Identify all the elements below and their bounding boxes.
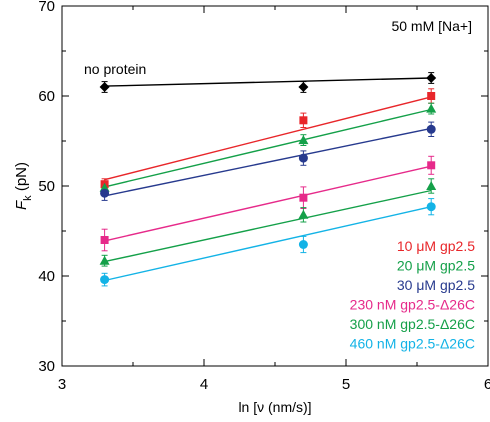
annotation-label: 50 mM [Na+] — [391, 18, 472, 34]
data-point-6 — [298, 240, 308, 249]
data-point-6 — [426, 202, 436, 212]
x-tick-label: 3 — [58, 376, 66, 393]
fit-line-3 — [104, 127, 432, 197]
data-point-0 — [298, 82, 309, 92]
data-point-2 — [298, 135, 309, 145]
x-tick-label: 6 — [484, 376, 490, 393]
x-tick-label: 4 — [200, 376, 208, 393]
legend-entry: 230 nM gp2.5-Δ26C — [350, 297, 475, 313]
axes — [61, 5, 489, 367]
text-labels: 3 4 5 6 30 40 50 60 70 ln [ν (nm/s)] Fk (pN) 50 mM … — [13, 0, 490, 415]
data-point-6 — [100, 275, 110, 285]
error-bars — [101, 72, 435, 287]
data-point-1 — [299, 116, 308, 125]
data-point-4 — [427, 161, 436, 170]
legend-entry: 300 nM gp2.5-Δ26C — [350, 316, 475, 332]
fit-line-1 — [104, 96, 432, 181]
data-point-0 — [426, 73, 437, 83]
y-tick-label: 70 — [38, 0, 55, 15]
data-point-3 — [100, 188, 110, 198]
x-tick-label: 5 — [342, 376, 350, 393]
y-tick-label: 40 — [38, 268, 55, 285]
data-point-2 — [426, 103, 437, 113]
fit-line-0 — [104, 77, 432, 87]
data-point-4 — [299, 193, 308, 202]
legend-entry: 460 nM gp2.5-Δ26C — [350, 336, 475, 352]
y-tick-label: 30 — [38, 358, 55, 375]
legend-entry: 20 μM gp2.5 — [397, 258, 475, 274]
y-axis-subscript: k — [22, 195, 34, 201]
series-label-no-protein: no protein — [84, 61, 146, 77]
y-axis-label: Fk (pN) — [13, 162, 34, 210]
fit-line-6 — [104, 206, 432, 282]
data-point-1 — [427, 92, 436, 100]
data-point-3 — [298, 153, 308, 163]
fit-line-2 — [104, 108, 432, 188]
data-point-0 — [99, 82, 110, 92]
y-tick-label: 60 — [38, 88, 55, 105]
x-axis-label: ln [ν (nm/s)] — [238, 399, 311, 415]
data-point-4 — [100, 236, 109, 244]
fit-lines — [104, 77, 432, 282]
data-point-5 — [298, 209, 309, 219]
fit-line-5 — [104, 189, 432, 263]
data-point-5 — [426, 181, 437, 190]
legend-entry: 10 μM gp2.5 — [397, 238, 475, 254]
y-axis-unit: (pN) — [13, 162, 30, 195]
data-point-3 — [426, 124, 436, 134]
y-tick-label: 50 — [38, 178, 55, 195]
y-axis-symbol: F — [13, 200, 30, 210]
legend-entry: 30 μM gp2.5 — [397, 277, 475, 293]
data-points — [99, 73, 437, 285]
fit-line-4 — [104, 165, 432, 242]
data-point-5 — [99, 255, 110, 265]
